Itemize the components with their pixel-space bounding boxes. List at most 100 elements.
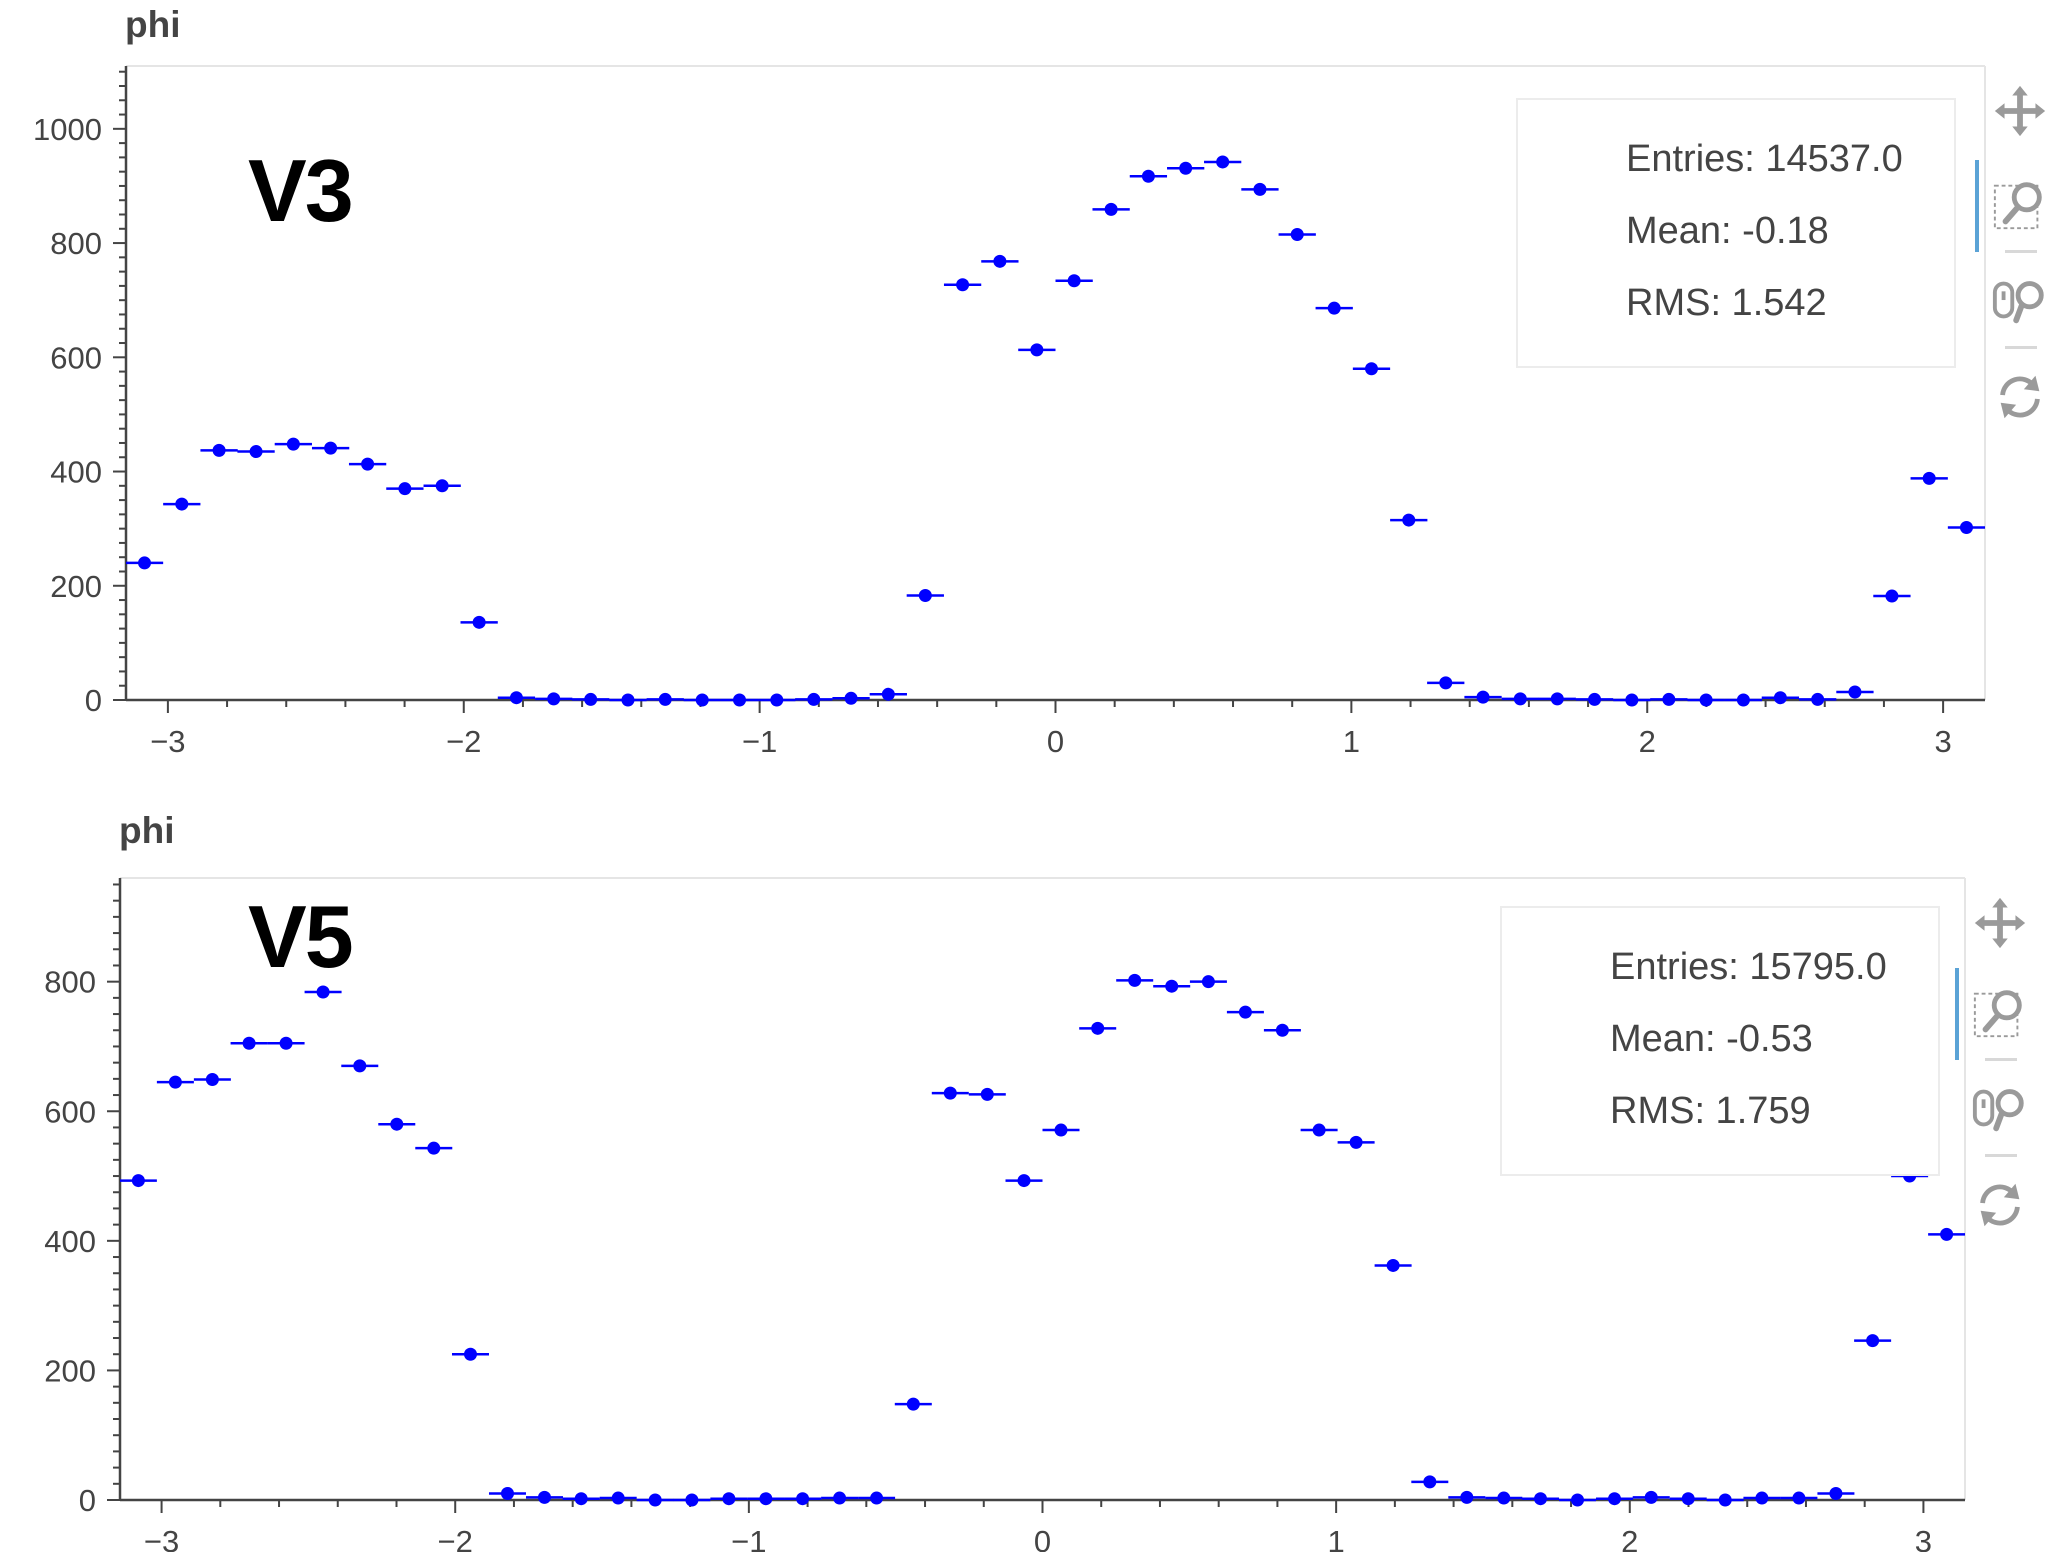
data-point (1201, 975, 1215, 989)
toolbar-divider (1985, 1154, 2017, 1157)
data-point (1662, 692, 1676, 706)
data-point (398, 482, 412, 496)
data-point (658, 692, 672, 706)
data-point (584, 692, 598, 706)
data-point (1773, 691, 1787, 705)
data-point (833, 1491, 847, 1505)
data-point (1866, 1334, 1880, 1348)
data-point (131, 1174, 145, 1188)
wheel-zoom-tool-button[interactable] (1985, 266, 2052, 336)
data-point (1940, 1227, 1954, 1241)
data-point (881, 687, 895, 701)
reset-tool-button[interactable] (1985, 362, 2052, 432)
data-point (906, 1397, 920, 1411)
data-point (390, 1117, 404, 1131)
box-zoom-tool-button[interactable] (1965, 978, 2035, 1048)
data-point (1625, 693, 1639, 707)
data-point (1497, 1491, 1511, 1505)
stats-box: Entries: 15795.0 Mean: -0.53 RMS: 1.759 (1500, 906, 1940, 1176)
plot-title: phi (119, 810, 175, 851)
stats-mean: Mean: -0.53 (1610, 1018, 1813, 1060)
data-point (316, 985, 330, 999)
data-point (175, 497, 189, 511)
data-point (1165, 979, 1179, 993)
data-point (1312, 1123, 1326, 1137)
data-point (1275, 1023, 1289, 1037)
box-zoom-tool-button[interactable] (1985, 170, 2052, 240)
plot-canvas[interactable]: 0 200 400 600 800 −3 −2 −1 0 1 2 3 (0, 800, 2052, 1552)
data-point (1054, 1123, 1068, 1137)
wheel-zoom-tool-button[interactable] (1965, 1074, 2035, 1144)
data-point (1349, 1135, 1363, 1149)
stats-mean: Mean: -0.18 (1626, 210, 1829, 252)
x-tick-label: 3 (1934, 724, 1951, 759)
wheel-zoom-icon (1992, 281, 2044, 324)
x-tick-label: 2 (1621, 1524, 1638, 1552)
y-tick-label: 400 (50, 455, 102, 490)
y-tick-label: 800 (50, 226, 102, 261)
data-point (695, 693, 709, 707)
data-point (1179, 161, 1193, 175)
data-point (1141, 169, 1155, 183)
data-point (353, 1059, 367, 1073)
y-tick-label: 200 (50, 569, 102, 604)
pan-tool-button[interactable] (1985, 76, 2052, 146)
stats-entries: Entries: 15795.0 (1610, 946, 1887, 988)
data-point (472, 615, 486, 629)
data-point (324, 441, 338, 455)
data-point (1550, 692, 1564, 706)
data-point (1571, 1493, 1585, 1507)
data-point (1327, 301, 1341, 315)
x-tick-label: 3 (1915, 1524, 1932, 1552)
plot-toolbar (1955, 888, 2035, 1248)
data-point (1476, 690, 1490, 704)
y-tick-label: 0 (79, 1483, 96, 1518)
data-point (1253, 182, 1267, 196)
move-arrows-icon (1994, 85, 2046, 137)
toolbar-divider (1985, 1058, 2017, 1061)
data-point (537, 1490, 551, 1504)
plot-panel-v3: 0 200 400 600 800 1000 −3 −2 −1 0 1 2 3 phi V3 Entri… (0, 0, 2052, 776)
data-point (435, 479, 449, 493)
data-point (1608, 1492, 1622, 1506)
x-tick-label: 0 (1047, 724, 1064, 759)
x-tick-label: 0 (1034, 1524, 1051, 1552)
pan-tool-button[interactable] (1965, 888, 2035, 958)
data-point (1922, 471, 1936, 485)
data-point (205, 1073, 219, 1087)
data-point (547, 692, 561, 706)
data-point (1736, 693, 1750, 707)
data-point (980, 1087, 994, 1101)
data-point (1364, 362, 1378, 376)
data-point (242, 1036, 256, 1050)
data-point (1885, 589, 1899, 603)
active-tool-indicator (1955, 968, 1959, 1060)
data-point (1091, 1021, 1105, 1035)
magnifier-box-icon (1973, 990, 2022, 1038)
data-point (1811, 692, 1825, 706)
data-point (1681, 1492, 1695, 1506)
stats-rms: RMS: 1.542 (1626, 282, 1827, 324)
active-tool-indicator (1975, 160, 1979, 252)
data-point (844, 691, 858, 705)
x-tick-label: −1 (731, 1524, 766, 1552)
data-point (870, 1491, 884, 1505)
data-point (1588, 692, 1602, 706)
reset-tool-button[interactable] (1965, 1170, 2035, 1240)
data-point (1755, 1491, 1769, 1505)
plot-canvas[interactable]: 0 200 400 600 800 1000 −3 −2 −1 0 1 2 3 (0, 0, 2052, 776)
data-point (427, 1141, 441, 1155)
x-tick-label: −1 (742, 724, 777, 759)
data-point (286, 437, 300, 451)
wheel-zoom-icon (1972, 1089, 2024, 1132)
data-point (1238, 1005, 1252, 1019)
plot-version-label: V5 (248, 887, 354, 986)
toolbar-divider (2005, 346, 2037, 349)
data-point (648, 1493, 662, 1507)
x-tick-label: −3 (150, 724, 185, 759)
data-point (1848, 685, 1862, 699)
data-point (956, 278, 970, 292)
data-point (611, 1491, 625, 1505)
data-point (918, 588, 932, 602)
data-point (943, 1086, 957, 1100)
